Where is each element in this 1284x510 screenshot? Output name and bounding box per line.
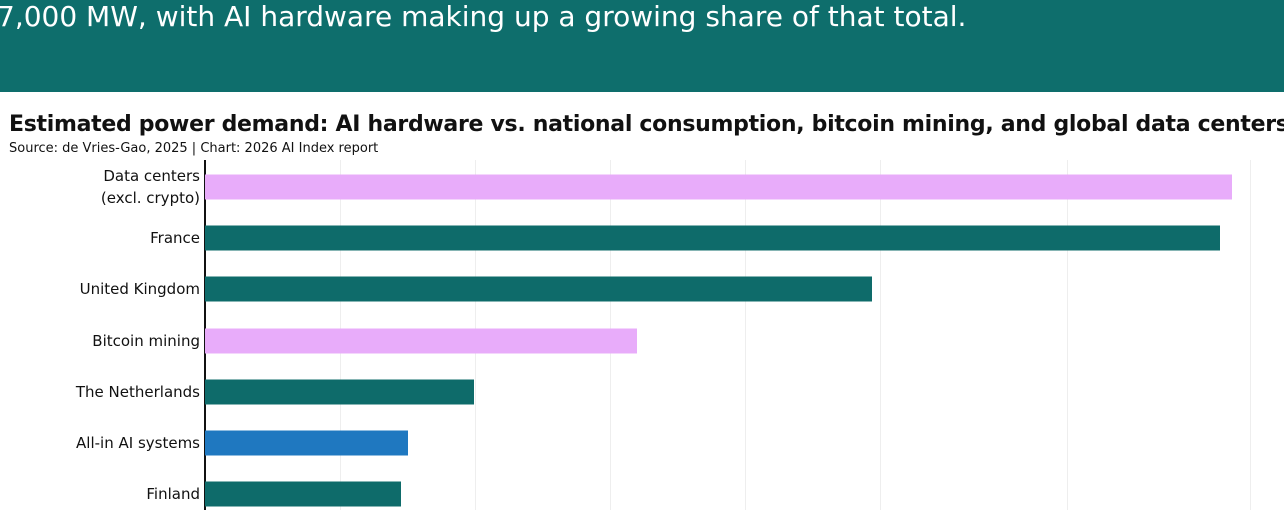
- bar: [205, 225, 1221, 251]
- y-tick-label: Data centers (excl. crypto): [100, 167, 200, 207]
- grid-decor: [745, 160, 746, 510]
- bar: [205, 430, 409, 456]
- header: 7,000 MW, with AI hardware making up a g…: [0, 0, 1284, 92]
- chart-title: Estimated power demand: AI hardware vs. …: [9, 112, 1284, 137]
- bar: [205, 276, 872, 302]
- bar: [205, 174, 1233, 200]
- y-tick-label: The Netherlands: [75, 382, 200, 401]
- y-tick-label: Finland: [146, 485, 200, 504]
- header-text: 7,000 MW, with AI hardware making up a g…: [0, 0, 967, 33]
- chart-subtitle: Source: de Vries-Gao, 2025 | Chart: 2026…: [9, 141, 379, 156]
- bar: [205, 328, 637, 354]
- grid-decor: [1067, 160, 1068, 510]
- y-tick-label: Bitcoin mining: [92, 331, 200, 350]
- grid-decor: [880, 160, 881, 510]
- bar: [205, 379, 474, 405]
- y-tick-label: United Kingdom: [79, 280, 200, 299]
- y-tick-label: All-in AI systems: [76, 434, 200, 452]
- grid-decor: [1250, 160, 1251, 510]
- y-tick-label: France: [150, 229, 200, 248]
- bar: [205, 481, 402, 507]
